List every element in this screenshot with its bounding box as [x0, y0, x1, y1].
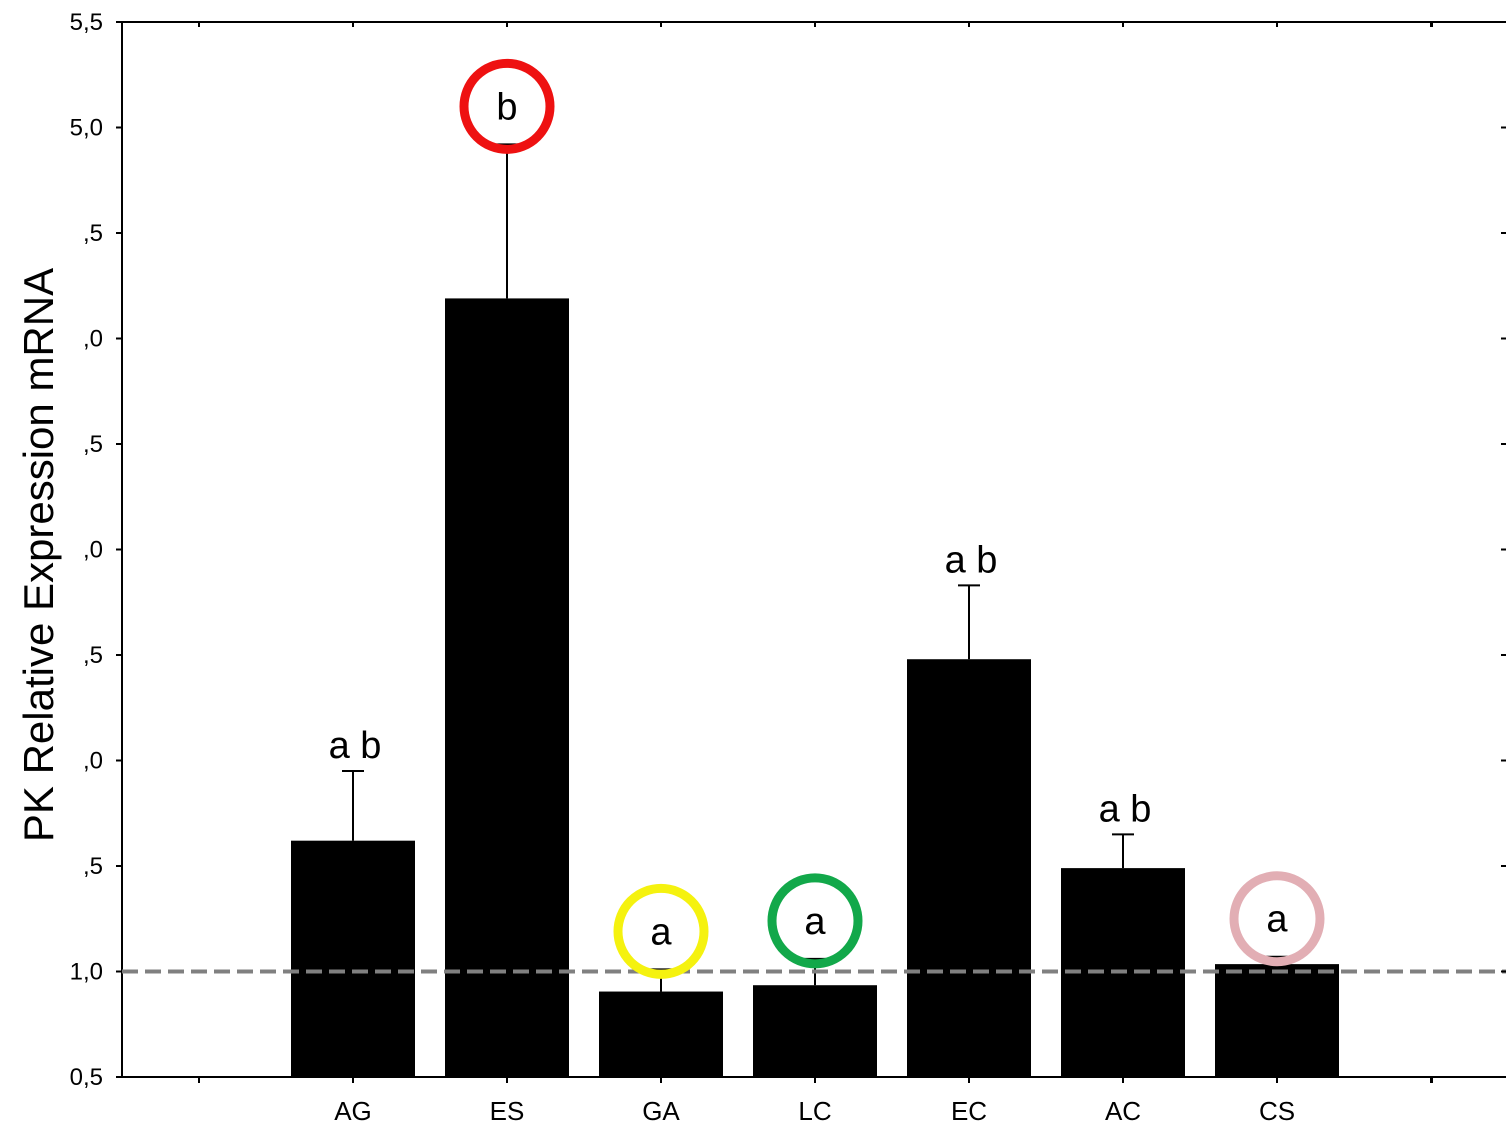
significance-label-es: b: [496, 86, 517, 128]
bars-group: [291, 298, 1339, 1077]
highlight-circle-ga: [613, 883, 709, 979]
significance-label-ga: a: [650, 911, 672, 953]
highlight-circle-es: [459, 58, 555, 154]
y-tick-label: ,5: [83, 431, 103, 458]
x-tick-label-ec: EC: [951, 1096, 987, 1126]
bar-ec: [907, 659, 1031, 1077]
bar-cs: [1215, 964, 1339, 1077]
significance-label-ec: a b: [945, 539, 998, 581]
y-tick-label: 0,5: [70, 1064, 103, 1091]
y-tick-label: ,5: [83, 220, 103, 247]
significance-labels-group: a b b a a a b a b a: [329, 58, 1325, 979]
highlight-circle-cs: [1229, 871, 1325, 967]
bar-lc: [753, 985, 877, 1077]
y-tick-label: ,5: [83, 853, 103, 880]
significance-label-cs: a: [1266, 899, 1288, 941]
y-tick-label: 5,5: [70, 9, 103, 36]
x-tick-label-cs: CS: [1259, 1096, 1295, 1126]
x-tick-label-lc: LC: [798, 1096, 831, 1126]
bar-ag: [291, 840, 415, 1077]
significance-label-ac: a b: [1099, 788, 1152, 830]
x-tick-label-ag: AG: [334, 1096, 372, 1126]
bar-ga: [599, 991, 723, 1077]
y-tick-label: ,0: [83, 326, 103, 353]
significance-label-lc: a: [804, 901, 826, 943]
y-tick-label: ,5: [83, 642, 103, 669]
highlight-circle-lc: [767, 873, 863, 969]
y-tick-label: ,0: [83, 537, 103, 564]
y-tick-label: 5,0: [70, 115, 103, 142]
y-axis-ticks: 0,5 1,0 ,5 ,0 ,5 ,0 ,5 ,0 ,5 5,0 5,5: [70, 9, 1506, 1091]
y-tick-label: 1,0: [70, 959, 103, 986]
x-axis-ticks: AG ES GA LC EC AC CS: [198, 22, 1433, 1126]
y-axis-title: PK Relative Expression mRNA: [15, 268, 62, 842]
x-tick-label-ac: AC: [1105, 1096, 1141, 1126]
y-tick-label: ,0: [83, 748, 103, 775]
x-tick-label-ga: GA: [642, 1096, 680, 1126]
significance-label-ag: a b: [329, 725, 382, 767]
x-tick-label-es: ES: [490, 1096, 525, 1126]
bar-es: [445, 298, 569, 1077]
